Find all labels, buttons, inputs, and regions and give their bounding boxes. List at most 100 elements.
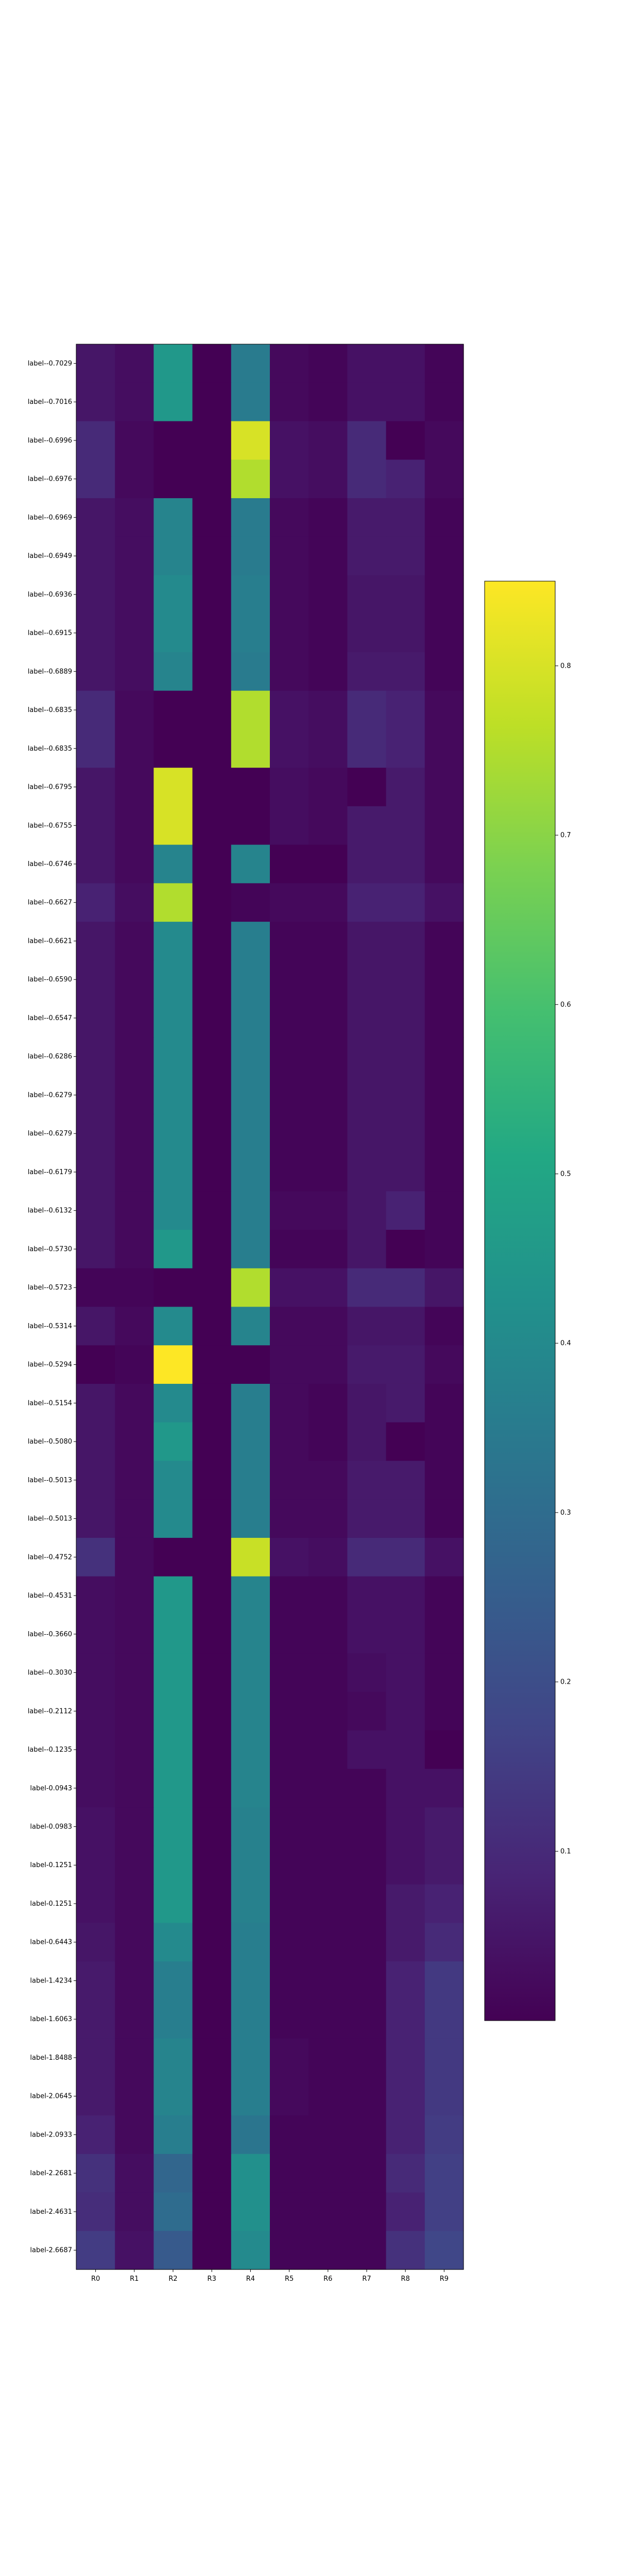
heatmap-cell bbox=[192, 729, 232, 768]
heatmap-cell bbox=[192, 1345, 232, 1384]
heatmap-cell bbox=[76, 2154, 115, 2193]
heatmap-cell bbox=[231, 2038, 270, 2077]
heatmap-cell bbox=[424, 1268, 464, 1308]
heatmap-cell bbox=[115, 652, 154, 691]
heatmap-cell bbox=[308, 960, 348, 999]
heatmap-cell bbox=[76, 2038, 115, 2077]
heatmap-cell bbox=[153, 382, 193, 422]
heatmap-cell bbox=[231, 1999, 270, 2039]
heatmap-cell bbox=[231, 922, 270, 961]
heatmap-cell bbox=[424, 498, 464, 537]
heatmap-cell bbox=[115, 1307, 154, 1346]
heatmap-cell bbox=[347, 1499, 387, 1538]
row-label: label--0.6915 bbox=[28, 630, 72, 637]
heatmap-cell bbox=[270, 1383, 309, 1423]
heatmap-cell bbox=[76, 1615, 115, 1654]
heatmap-cell bbox=[386, 1999, 425, 2039]
heatmap-cell bbox=[153, 1383, 193, 1423]
heatmap-cell bbox=[153, 498, 193, 537]
heatmap-cell bbox=[308, 460, 348, 499]
heatmap-cell bbox=[270, 1537, 309, 1577]
heatmap-cell bbox=[153, 1114, 193, 1154]
heatmap-cell bbox=[308, 382, 348, 422]
heatmap-cell bbox=[231, 1691, 270, 1731]
heatmap-cell bbox=[153, 768, 193, 807]
heatmap-cell bbox=[115, 2077, 154, 2116]
heatmap-cell bbox=[347, 1961, 387, 2001]
heatmap-cell bbox=[153, 844, 193, 884]
heatmap-cell bbox=[115, 1691, 154, 1731]
heatmap-cell bbox=[231, 883, 270, 922]
heatmap-cell bbox=[270, 1961, 309, 2001]
heatmap-cell bbox=[192, 575, 232, 614]
heatmap-cell bbox=[386, 922, 425, 961]
heatmap-cell bbox=[424, 1615, 464, 1654]
row-label: label--0.6795 bbox=[28, 784, 72, 791]
heatmap-cell bbox=[153, 2077, 193, 2116]
colorbar-tick-label: 0.6 bbox=[560, 1001, 571, 1009]
row-label: label--0.5154 bbox=[28, 1399, 72, 1407]
heatmap-cell bbox=[270, 998, 309, 1038]
heatmap-cell bbox=[270, 729, 309, 768]
heatmap-cell bbox=[386, 1730, 425, 1769]
heatmap-cell bbox=[153, 806, 193, 845]
heatmap-cell bbox=[115, 1461, 154, 1500]
heatmap-cell bbox=[424, 1730, 464, 1769]
heatmap-cell bbox=[153, 998, 193, 1038]
heatmap-cell bbox=[192, 460, 232, 499]
heatmap-cell bbox=[424, 2231, 464, 2270]
heatmap-cell bbox=[76, 1499, 115, 1538]
heatmap-cell bbox=[231, 806, 270, 845]
heatmap-cell bbox=[386, 1191, 425, 1230]
heatmap-cell bbox=[424, 960, 464, 999]
heatmap-cell bbox=[270, 2231, 309, 2270]
heatmap-cell bbox=[386, 729, 425, 768]
heatmap-cell bbox=[347, 421, 387, 460]
heatmap-cell bbox=[270, 1076, 309, 1115]
heatmap-cell bbox=[308, 1653, 348, 1692]
heatmap-cell bbox=[231, 1461, 270, 1500]
heatmap-cell bbox=[115, 960, 154, 999]
heatmap-cell bbox=[76, 382, 115, 422]
heatmap-cell bbox=[347, 1576, 387, 1616]
heatmap-cell bbox=[76, 1730, 115, 1769]
colorbar-tick-label: 0.2 bbox=[560, 1679, 571, 1686]
heatmap-cell bbox=[270, 382, 309, 422]
heatmap-cell bbox=[231, 1076, 270, 1115]
heatmap-cell bbox=[192, 1807, 232, 1846]
heatmap-cell bbox=[192, 690, 232, 730]
column-label: R5 bbox=[285, 2275, 294, 2283]
heatmap-cell bbox=[424, 382, 464, 422]
heatmap-cell bbox=[153, 1461, 193, 1500]
row-label: label--0.5013 bbox=[28, 1477, 72, 1484]
heatmap-cell bbox=[270, 1807, 309, 1846]
column-tick-labels: R0 R1 R2 R3 R4 R5 R6 R7 R8 R9 bbox=[91, 2269, 449, 2283]
heatmap-cell bbox=[308, 1576, 348, 1616]
heatmap-cell bbox=[115, 1153, 154, 1192]
heatmap-cell bbox=[231, 2154, 270, 2193]
heatmap-cell bbox=[347, 1191, 387, 1230]
heatmap-cell bbox=[386, 575, 425, 614]
heatmap-cell bbox=[308, 1807, 348, 1846]
heatmap-cell bbox=[231, 1884, 270, 1923]
heatmap-cell bbox=[347, 1268, 387, 1308]
heatmap-cell bbox=[153, 729, 193, 768]
heatmap-cell bbox=[231, 460, 270, 499]
heatmap-cell bbox=[308, 1307, 348, 1346]
heatmap-cell bbox=[231, 2077, 270, 2116]
heatmap-cell bbox=[347, 883, 387, 922]
row-label: label-0.1251 bbox=[30, 1900, 72, 1908]
heatmap-cell bbox=[153, 1345, 193, 1384]
heatmap-cell bbox=[347, 1807, 387, 1846]
heatmap-cell bbox=[192, 1615, 232, 1654]
heatmap-cell bbox=[424, 1691, 464, 1731]
heatmap-cell bbox=[386, 614, 425, 653]
heatmap-cell bbox=[308, 1230, 348, 1269]
heatmap-cell bbox=[424, 998, 464, 1038]
row-label: label--0.6969 bbox=[28, 514, 72, 521]
heatmap-cell bbox=[231, 1807, 270, 1846]
heatmap-cell bbox=[115, 690, 154, 730]
heatmap-cell bbox=[424, 1923, 464, 1962]
heatmap-cell bbox=[192, 922, 232, 961]
heatmap-cell bbox=[76, 1923, 115, 1962]
